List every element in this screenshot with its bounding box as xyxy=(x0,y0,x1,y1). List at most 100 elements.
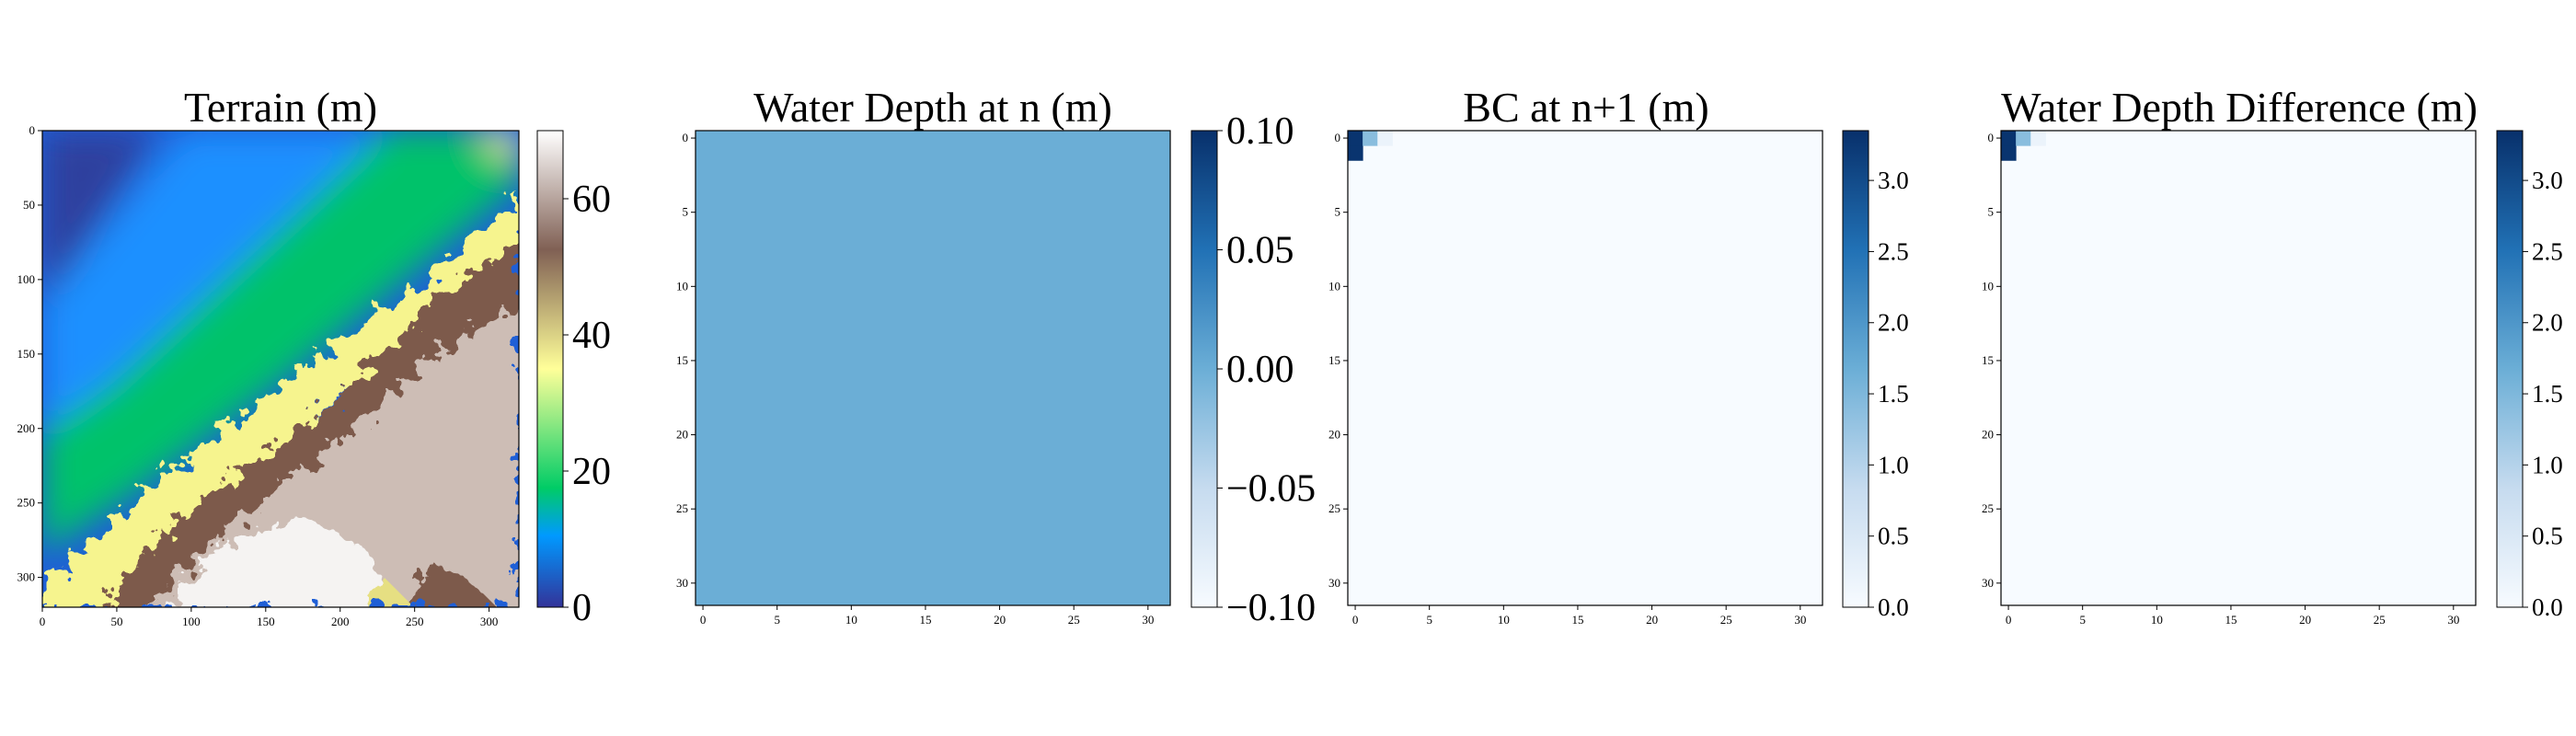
y-tick-label: 300 xyxy=(17,570,36,584)
heatmap-cell xyxy=(2001,145,2017,161)
y-tick-label: 10 xyxy=(676,279,688,293)
axes-frame xyxy=(695,130,1171,606)
colorbar-tick-label: 2.5 xyxy=(1878,237,1909,265)
x-tick-label: 25 xyxy=(1720,613,1732,627)
heatmap-cell xyxy=(1363,131,1378,146)
y-tick-label: 25 xyxy=(676,501,688,515)
chart-title: Terrain (m) xyxy=(184,84,377,131)
y-tick-label: 100 xyxy=(17,272,36,286)
colorbar-tick-label: 0 xyxy=(572,587,592,629)
y-tick-label: 200 xyxy=(17,421,36,435)
axis-ticks: 0 5 10 15 20 25 30 0 5 10 15 20 25 30 xyxy=(1982,131,2459,627)
x-tick-label: 250 xyxy=(406,615,424,628)
colorbar-tick-label: 1.0 xyxy=(1878,451,1909,478)
colorbar-tick-label: 0.0 xyxy=(1878,593,1909,621)
axis-ticks: 0 50 100 150 200 250 300 0 50 100 150 200 250 300 xyxy=(17,123,499,628)
x-tick-label: 50 xyxy=(110,615,122,628)
colorbar-tick-label: 0.00 xyxy=(1226,349,1294,391)
colorbar xyxy=(1842,130,1869,608)
x-tick-label: 25 xyxy=(2374,613,2386,627)
y-tick-label: 20 xyxy=(676,428,688,442)
y-tick-label: 30 xyxy=(676,576,688,590)
colorbar-tick-label: 1.5 xyxy=(1878,380,1909,408)
colorbar xyxy=(2496,130,2524,608)
colorbar-tick-label: 2.5 xyxy=(2532,237,2563,265)
axis-ticks: 0 5 10 15 20 25 30 0 5 10 15 20 25 30 xyxy=(676,131,1154,627)
y-tick-label: 10 xyxy=(1328,279,1340,293)
x-tick-label: 5 xyxy=(774,613,780,627)
panel-water-depth-difference: Water Depth Difference (m) 0 5 10 15 20 25 300… xyxy=(1982,84,2563,627)
colorbar-tick-label: 0.0 xyxy=(2532,593,2563,621)
heatmap-cell xyxy=(2016,131,2031,146)
y-tick-label: 150 xyxy=(17,347,36,361)
x-tick-label: 30 xyxy=(1794,613,1806,627)
x-tick-label: 0 xyxy=(1352,613,1359,627)
colorbar xyxy=(536,130,564,608)
heatmap-cell xyxy=(1348,131,1363,146)
y-tick-label: 10 xyxy=(1982,279,1994,293)
heatmap-cells xyxy=(696,131,1170,605)
heatmap-cell xyxy=(1377,131,1393,146)
x-tick-label: 30 xyxy=(2447,613,2459,627)
x-tick-label: 0 xyxy=(700,613,707,627)
panel-bc: BC at n+1 (m) 0 5 10 15 20 25 30 0 5 10 15 20 25 30 0… xyxy=(1328,84,1909,627)
y-tick-label: 0 xyxy=(1988,131,1995,144)
y-tick-label: 25 xyxy=(1982,501,1994,515)
colorbar xyxy=(1190,130,1218,608)
x-tick-label: 20 xyxy=(1646,613,1658,627)
colorbar-tick-label: 0.10 xyxy=(1226,110,1294,153)
x-tick-label: 100 xyxy=(182,615,201,628)
colorbar-tick-label: 1.5 xyxy=(2532,380,2563,408)
y-tick-label: 5 xyxy=(1988,205,1995,219)
heatmap-cell xyxy=(2030,131,2046,146)
colorbar-tick-label: 2.0 xyxy=(2532,309,2563,337)
y-tick-label: 15 xyxy=(1982,353,1994,367)
colorbar-tick-label: 2.0 xyxy=(1878,309,1909,337)
axes-frame xyxy=(1347,130,1823,606)
y-tick-label: 30 xyxy=(1982,576,1994,590)
colorbar-tick-label: 0.05 xyxy=(1226,230,1294,272)
heatmap-cells xyxy=(2001,131,2476,605)
colorbar-ticks: 0 20 40 60 xyxy=(563,178,611,629)
x-tick-label: 300 xyxy=(480,615,499,628)
panel-water-depth: Water Depth at n (m) 0 5 10 15 20 25 30 0 5 10 15 2… xyxy=(676,84,1316,629)
x-tick-label: 0 xyxy=(2006,613,2012,627)
x-tick-label: 150 xyxy=(257,615,275,628)
y-tick-label: 25 xyxy=(1328,501,1340,515)
x-tick-label: 15 xyxy=(2225,613,2237,627)
colorbar-ticks: 0.0 0.5 1.0 1.5 2.0 2.5 3.0 xyxy=(1869,167,1909,621)
y-tick-label: 250 xyxy=(17,496,36,510)
y-tick-label: 50 xyxy=(23,198,35,212)
x-tick-label: 10 xyxy=(845,613,857,627)
x-tick-label: 5 xyxy=(2079,613,2086,627)
colorbar-tick-label: 20 xyxy=(572,451,611,493)
y-tick-label: 15 xyxy=(1328,353,1340,367)
colorbar-ticks: −0.10 −0.05 0.00 0.05 0.10 xyxy=(1217,110,1316,629)
x-tick-label: 200 xyxy=(331,615,350,628)
colorbar-tick-label: −0.10 xyxy=(1226,587,1316,629)
x-tick-label: 15 xyxy=(1571,613,1583,627)
y-tick-label: 0 xyxy=(1335,131,1341,144)
y-tick-label: 5 xyxy=(683,205,689,219)
colorbar-tick-label: −0.05 xyxy=(1226,468,1316,511)
x-tick-label: 30 xyxy=(1142,613,1154,627)
y-tick-label: 0 xyxy=(29,123,36,137)
x-tick-label: 10 xyxy=(2151,613,2163,627)
y-tick-label: 5 xyxy=(1335,205,1341,219)
colorbar-tick-label: 3.0 xyxy=(2532,167,2563,194)
axis-ticks: 0 5 10 15 20 25 30 0 5 10 15 20 25 30 xyxy=(1328,131,1806,627)
chart-title: Water Depth Difference (m) xyxy=(2001,84,2478,131)
x-tick-label: 5 xyxy=(1426,613,1432,627)
panel-terrain: Terrain (m) 0 50 100 150 200 250 3000501001502… xyxy=(17,84,612,629)
axes-frame xyxy=(2000,130,2477,606)
x-tick-label: 25 xyxy=(1068,613,1080,627)
colorbar-tick-label: 1.0 xyxy=(2532,451,2563,478)
y-tick-label: 0 xyxy=(683,131,689,144)
heatmap-background xyxy=(696,131,1170,605)
x-tick-label: 10 xyxy=(1498,613,1510,627)
x-tick-label: 0 xyxy=(40,615,46,628)
colorbar-ticks: 0.0 0.5 1.0 1.5 2.0 2.5 3.0 xyxy=(2523,167,2563,621)
heatmap-cell xyxy=(1348,145,1363,161)
x-tick-label: 20 xyxy=(994,613,1006,627)
